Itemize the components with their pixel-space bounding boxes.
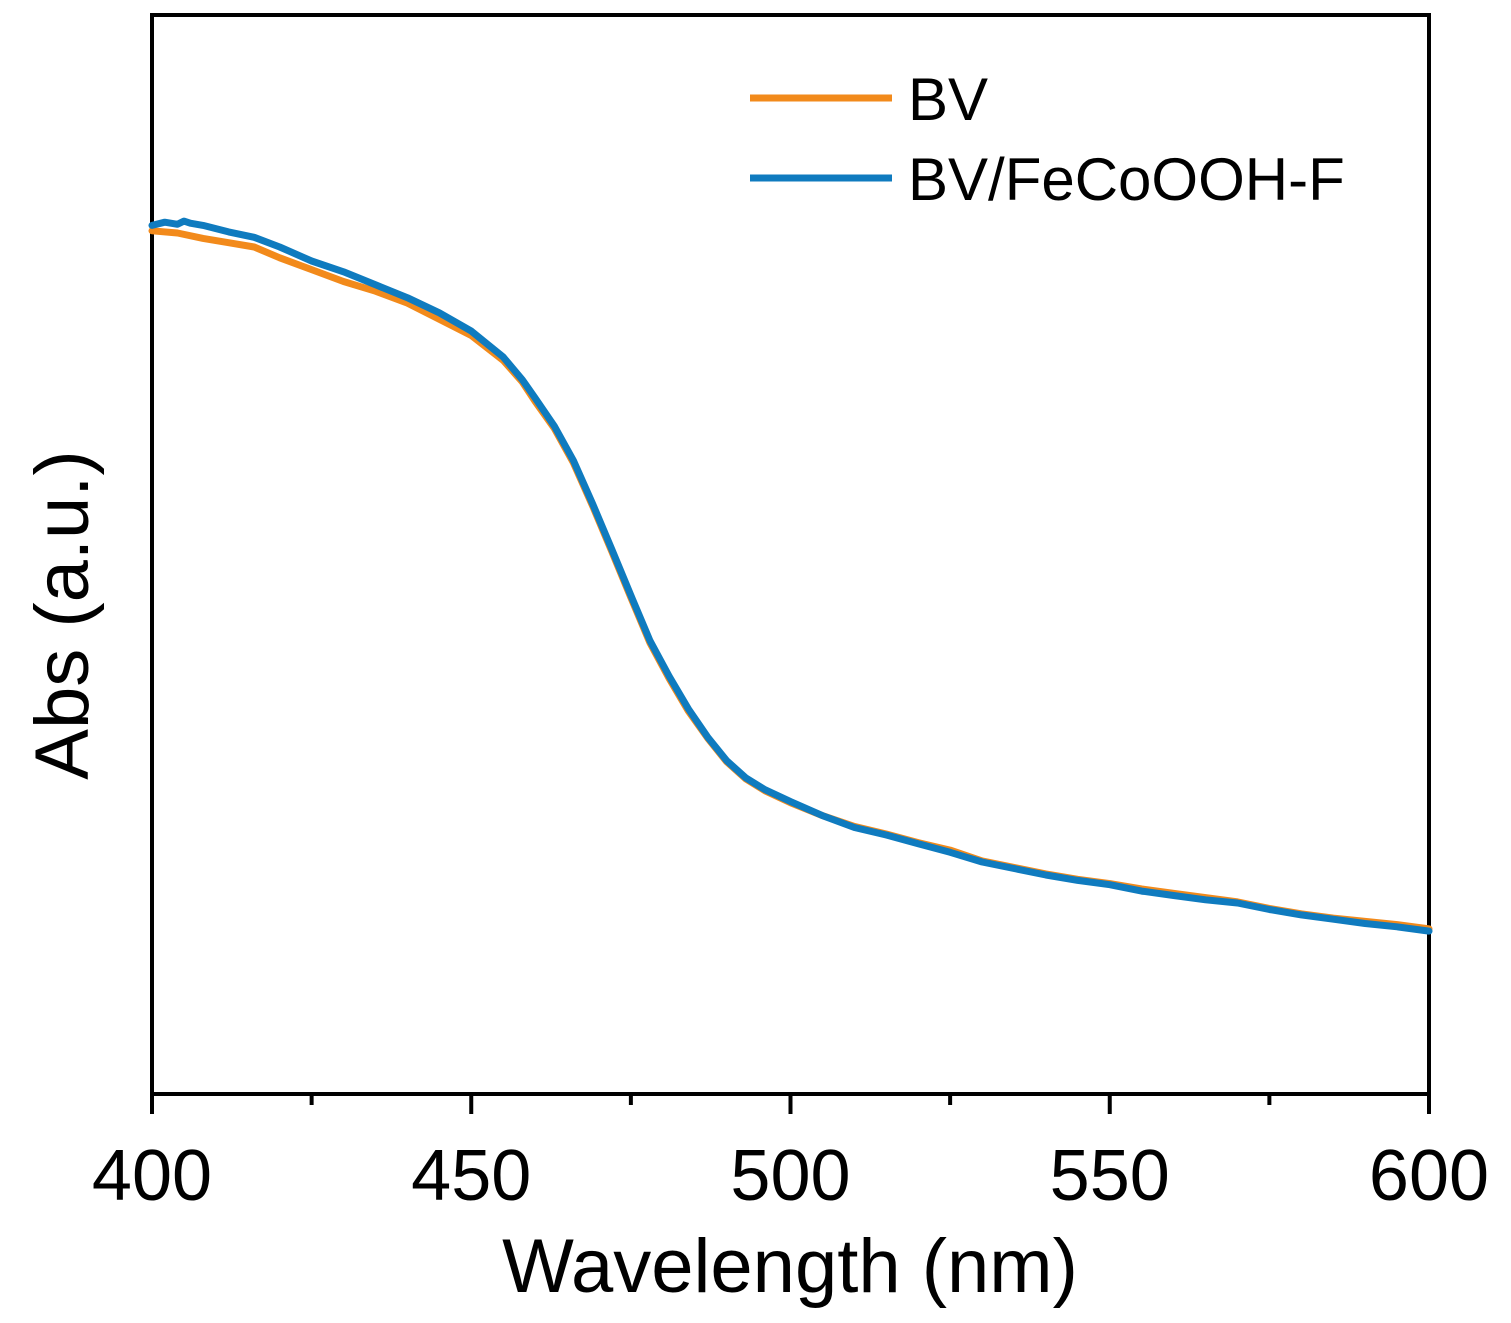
x-tick-label: 400: [92, 1136, 212, 1216]
x-tick-label: 600: [1369, 1136, 1489, 1216]
series-line-bv-fecoooh-f: [148, 217, 1433, 935]
legend-label-bv: BV: [908, 66, 988, 133]
x-axis-title: Wavelength (nm): [502, 1224, 1078, 1309]
x-tick-label: 550: [1050, 1136, 1170, 1216]
series-line-bv: [148, 227, 1433, 933]
y-axis-title: Abs (a.u.): [20, 450, 105, 779]
x-tick-labels: 400 450 500 550 600: [92, 1136, 1489, 1216]
x-tick-label: 450: [411, 1136, 531, 1216]
x-axis-ticks: [150, 1094, 1431, 1114]
legend-label-bv-fecoooh-f: BV/FeCoOOH-F: [908, 146, 1345, 213]
legend: BV BV/FeCoOOH-F: [750, 66, 1345, 213]
series-layer: [148, 217, 1433, 935]
x-tick-label: 500: [730, 1136, 850, 1216]
